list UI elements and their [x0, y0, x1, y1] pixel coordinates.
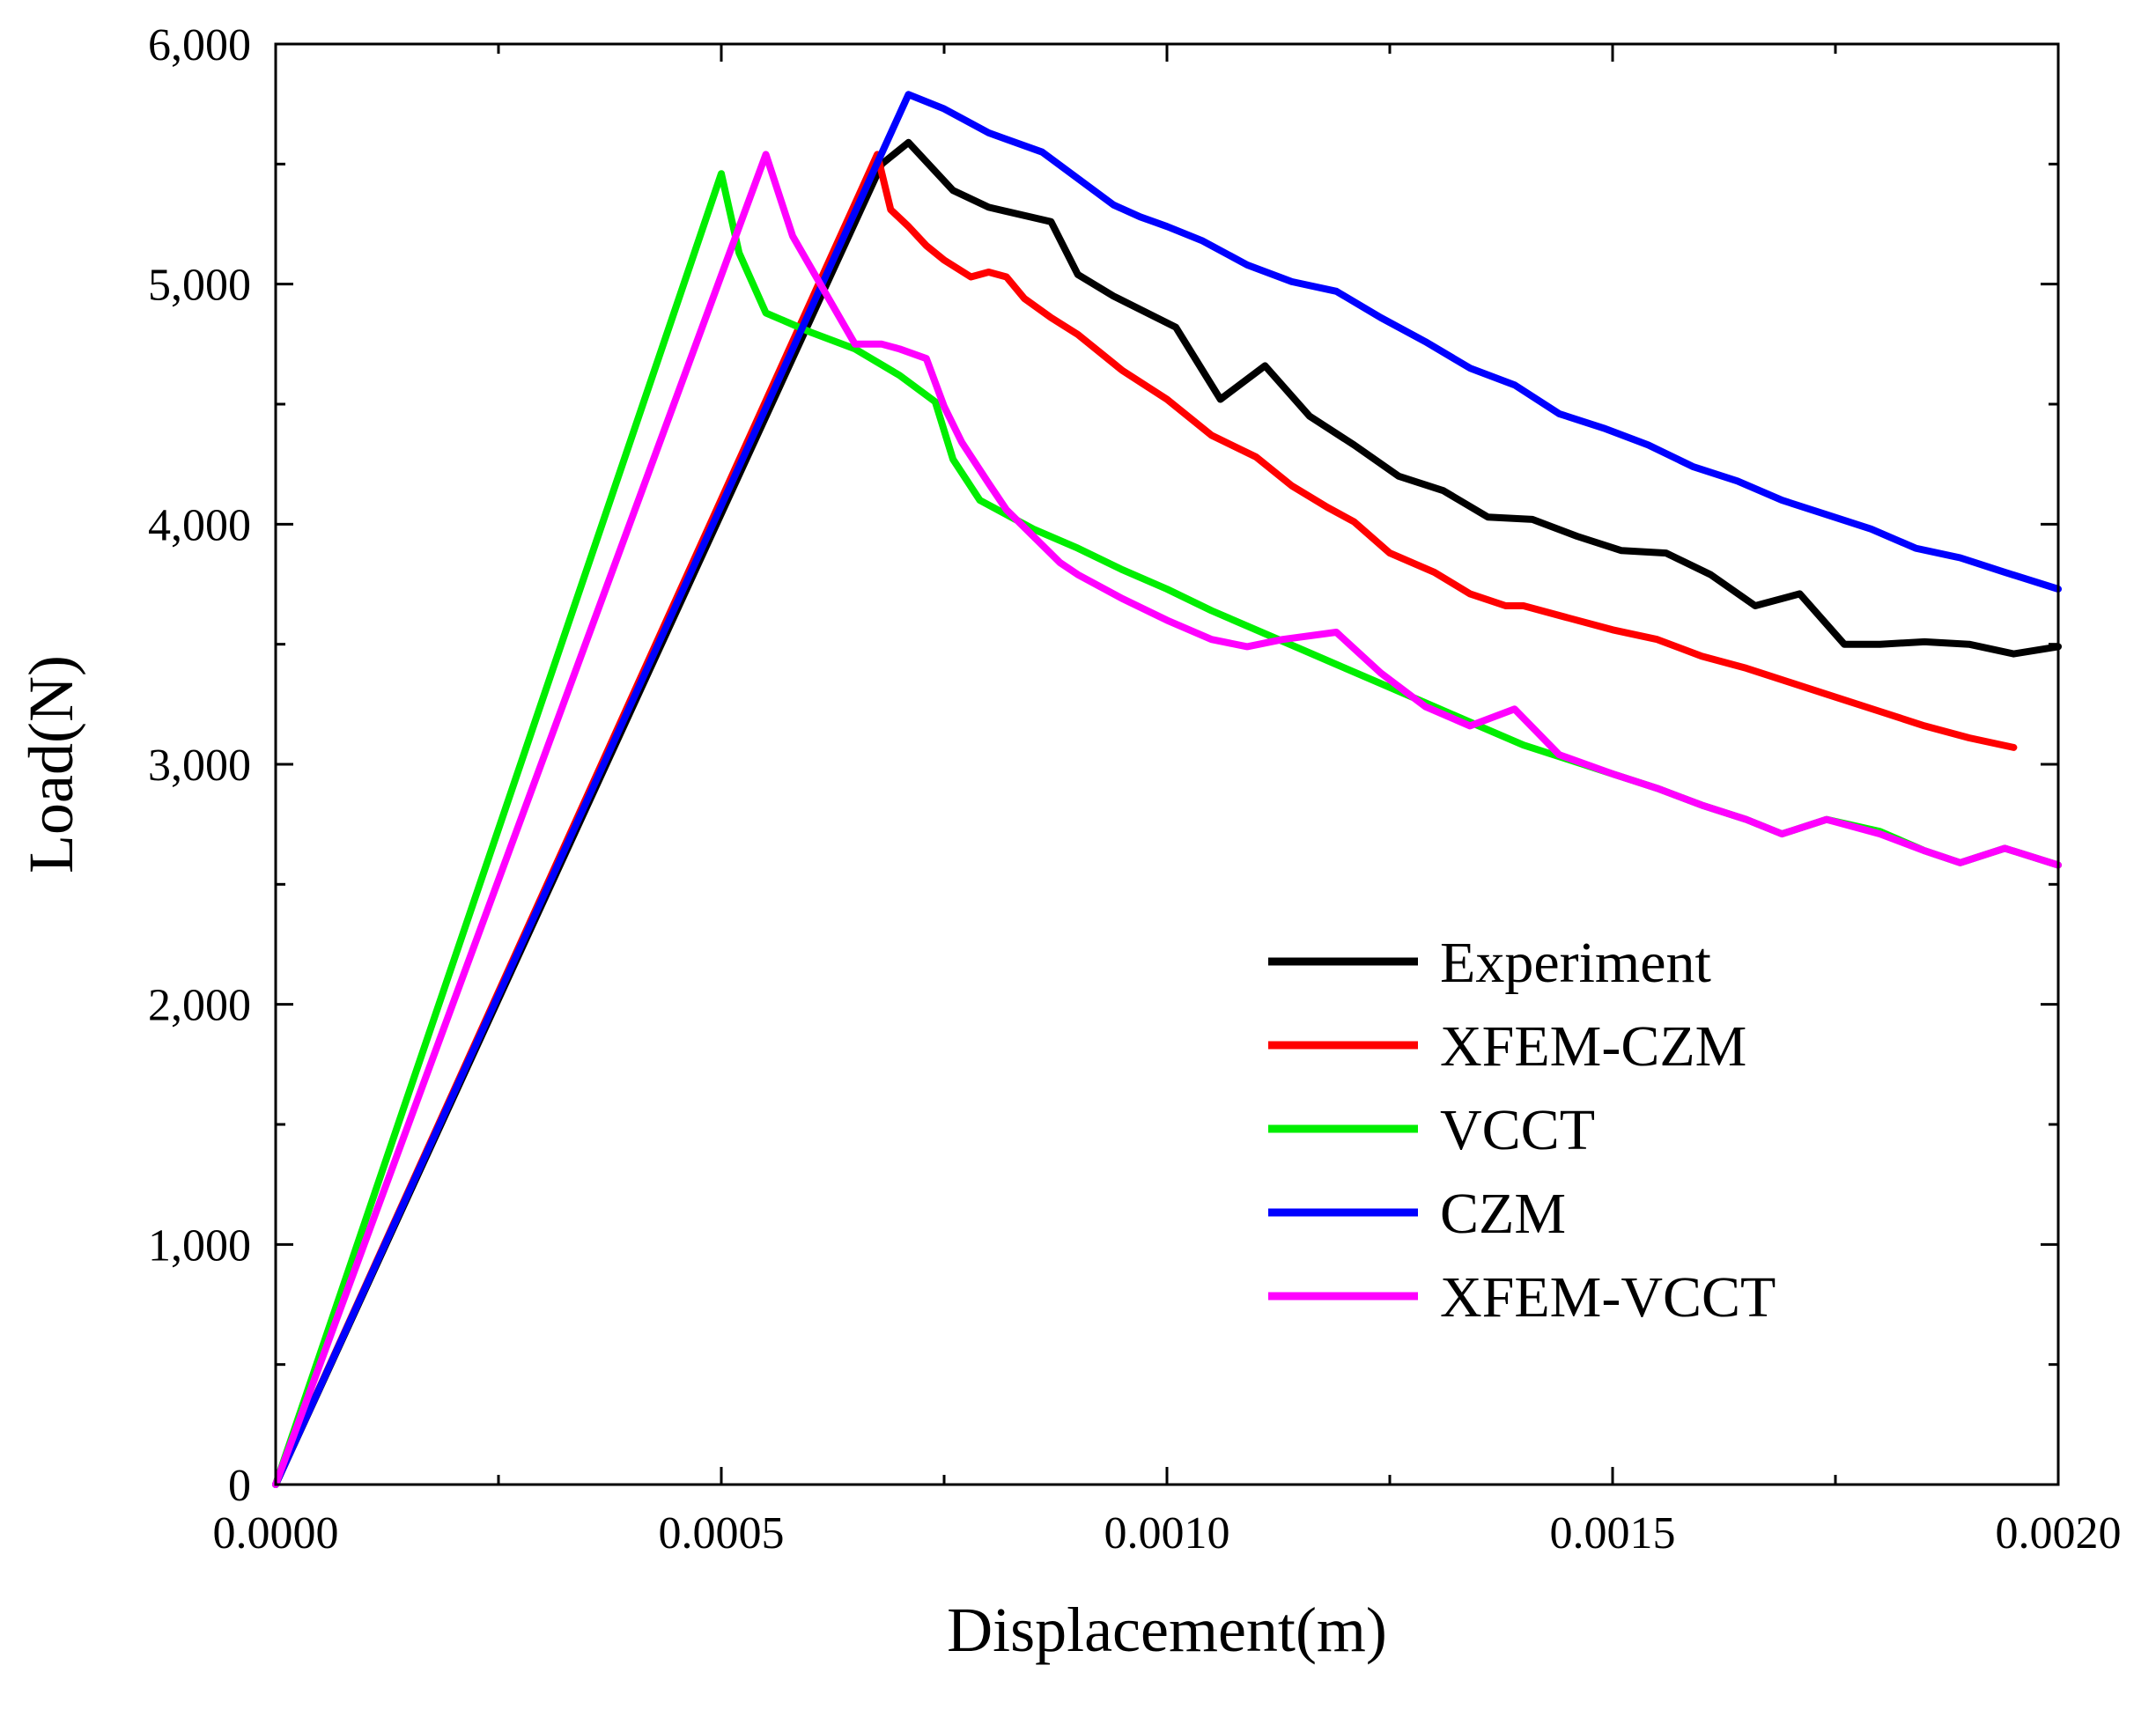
series-line-czm: [272, 91, 2062, 1488]
y-axis-title: Load(N): [16, 655, 86, 873]
x-tick-label: 0.0005: [659, 1508, 785, 1559]
x-tick-label: 0.0010: [1104, 1508, 1230, 1559]
y-tick-label: 6,000: [148, 20, 251, 70]
legend-label-experiment: Experiment: [1440, 931, 1711, 995]
legend-label-xfem-czm: XFEM-CZM: [1440, 1014, 1746, 1079]
y-tick-label: 3,000: [148, 741, 251, 791]
y-axis: 0 1,000 2,000 3,000 4,000 5,000 6,000: [148, 20, 2058, 1511]
legend: Experiment XFEM-CZM VCCT CZM XFEM-VCCT: [1268, 931, 1776, 1330]
legend-label-vcct: VCCT: [1440, 1098, 1595, 1162]
plot-lines: [272, 91, 2062, 1488]
x-tick-label: 0.0020: [1996, 1508, 2122, 1559]
series-line-xfem-vcct: [272, 151, 2062, 1488]
x-tick-label: 0.0015: [1550, 1508, 1676, 1559]
y-tick-label: 0: [228, 1461, 251, 1511]
x-axis-title: Displacement(m): [947, 1595, 1387, 1665]
legend-label-czm: CZM: [1440, 1182, 1566, 1246]
x-tick-label: 0.0000: [213, 1508, 339, 1559]
series-line-xfem-czm: [272, 151, 2018, 1488]
y-tick-label: 1,000: [148, 1220, 251, 1271]
series-line-experiment: [272, 138, 2062, 1488]
y-tick-label: 4,000: [148, 500, 251, 550]
legend-label-xfem-vcct: XFEM-VCCT: [1440, 1265, 1776, 1330]
y-tick-label: 5,000: [148, 261, 251, 311]
y-tick-label: 2,000: [148, 981, 251, 1031]
x-axis: 0.0000 0.0005 0.0010 0.0015 0.0020: [213, 44, 2122, 1559]
